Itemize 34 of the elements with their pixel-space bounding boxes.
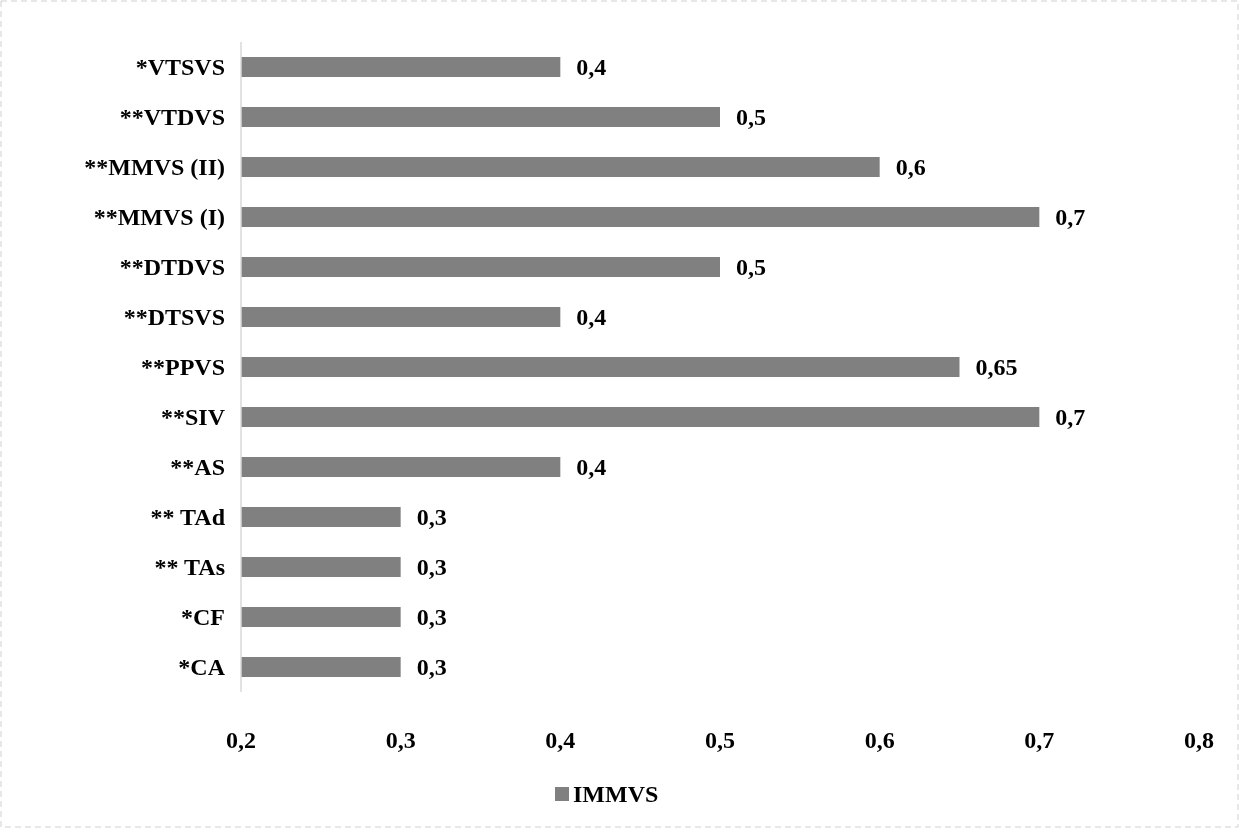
y-tick-label: **MMVS (II) bbox=[84, 154, 225, 181]
y-tick-label: *VTSVS bbox=[135, 54, 225, 81]
legend-label: IMMVS bbox=[573, 781, 659, 808]
y-tick-label: *CF bbox=[181, 604, 225, 631]
data-label: 0,3 bbox=[416, 654, 447, 681]
x-tick-label: 0,4 bbox=[545, 727, 576, 754]
y-tick-label: **AS bbox=[170, 454, 225, 481]
y-tick-label: *CA bbox=[178, 654, 226, 681]
data-label: 0,7 bbox=[1055, 204, 1086, 231]
data-label: 0,5 bbox=[736, 254, 766, 281]
y-tick-label: ** TAd bbox=[150, 504, 226, 531]
x-tick-label: 0,6 bbox=[864, 727, 895, 754]
data-label: 0,4 bbox=[576, 304, 607, 331]
data-label: 0,4 bbox=[576, 54, 607, 81]
x-tick-label: 0,2 bbox=[226, 727, 256, 754]
y-tick-label: **DTDVS bbox=[119, 254, 225, 281]
x-tick-label: 0,8 bbox=[1184, 727, 1214, 754]
data-label: 0,7 bbox=[1055, 404, 1086, 431]
data-label: 0,6 bbox=[895, 154, 926, 181]
y-tick-label: **MMVS (I) bbox=[93, 204, 225, 231]
x-tick-label: 0,5 bbox=[705, 727, 735, 754]
x-tick-label: 0,7 bbox=[1024, 727, 1055, 754]
y-tick-label: **SIV bbox=[160, 404, 226, 431]
y-tick-label: **PPVS bbox=[141, 354, 225, 381]
data-label: 0,5 bbox=[736, 104, 766, 131]
y-tick-label: ** TAs bbox=[154, 554, 225, 581]
x-tick-label: 0,3 bbox=[385, 727, 416, 754]
data-label: 0,3 bbox=[416, 554, 447, 581]
y-tick-label: **VTDVS bbox=[119, 104, 225, 131]
data-label: 0,3 bbox=[416, 604, 447, 631]
data-label: 0,3 bbox=[416, 504, 447, 531]
data-label: 0,65 bbox=[975, 354, 1018, 381]
data-label: 0,4 bbox=[576, 454, 607, 481]
y-tick-label: **DTSVS bbox=[123, 304, 225, 331]
